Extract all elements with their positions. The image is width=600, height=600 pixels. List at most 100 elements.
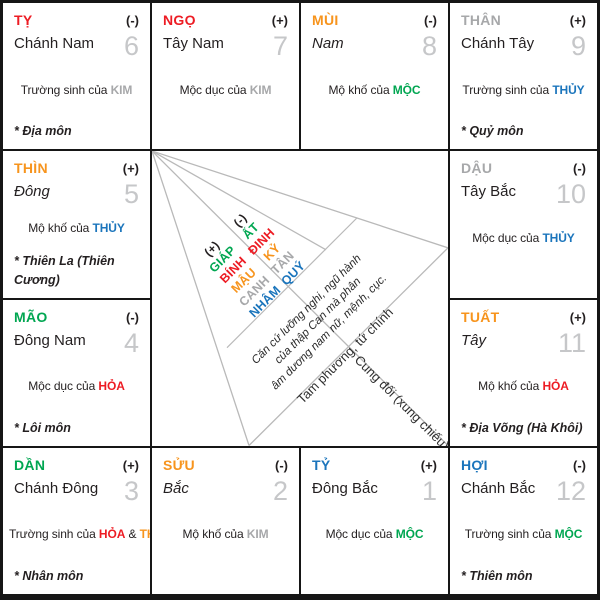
palace-header: NGỌ (+) <box>163 12 288 28</box>
stage-text: Mộc dục của <box>28 379 96 394</box>
line-to-suu <box>152 151 250 446</box>
palace-thin: THÌN (+) Đông 5 Mộ khố của THỦY * Thiên … <box>3 151 150 298</box>
gate-label: * Địa môn <box>14 124 72 139</box>
life-stage: Mộ khố của HỎA <box>456 379 591 393</box>
life-stage: Mộc dục của HỎA <box>9 379 144 393</box>
order-number: 2 <box>272 475 288 506</box>
element-name: HỎA <box>98 527 126 542</box>
direction-label: Chánh Tây <box>461 35 535 52</box>
gate-label: * Thiên La (Thiên Cương) <box>14 253 115 287</box>
palace-than: THÂN (+) Chánh Tây 9 Trường sinh của THỦ… <box>450 3 597 150</box>
line-triangle-base <box>248 247 448 446</box>
palace-ty: TỴ (-) Chánh Nam 6 Trường sinh của KIM *… <box>3 3 150 150</box>
palace-subheader: Chánh Đông 3 <box>14 475 139 506</box>
polarity-sign: (-) <box>424 13 437 28</box>
element-name: THỦY <box>552 82 585 97</box>
direction-label: Tây <box>461 331 487 349</box>
palace-subheader: Đông Nam 4 <box>14 327 139 358</box>
order-number: 11 <box>557 327 586 358</box>
branch-name: THÂN <box>461 12 502 28</box>
element-name-2: THỔ <box>139 527 150 542</box>
polarity-sign: (+) <box>420 457 437 473</box>
element-name: KIM <box>246 527 269 542</box>
stems-divider-line <box>226 217 358 349</box>
order-number: 1 <box>421 475 437 506</box>
branch-name: MÃO <box>14 308 48 325</box>
life-stage: Mộ khố của MỘC <box>307 83 442 97</box>
gate-label: * Địa Võng (Hà Khôi) <box>461 420 583 435</box>
palace-subheader: Chánh Bắc 12 <box>461 475 586 506</box>
life-stage: Mộc dục của MỘC <box>307 527 442 541</box>
life-stage: Mộc dục của THỦY <box>456 231 591 245</box>
branch-name: TỴ <box>14 12 33 28</box>
palace-header: TUẤT (+) <box>461 309 586 325</box>
stage-text: Trường sinh của <box>464 527 552 542</box>
direction-label: Tây Nam <box>163 35 224 52</box>
branch-name: DẬU <box>461 160 493 177</box>
direction-label: Đông Bắc <box>312 479 378 497</box>
direction-label: Đông <box>14 183 50 201</box>
polarity-sign: (-) <box>573 161 586 177</box>
palace-subheader: Tây 11 <box>461 327 586 358</box>
polarity-sign: (-) <box>573 457 586 473</box>
palace-header: SỬU (-) <box>163 457 288 473</box>
palace-subheader: Đông Bắc 1 <box>312 475 437 506</box>
palace-ngo: NGỌ (+) Tây Nam 7 Mộc dục của KIM <box>152 3 299 150</box>
order-number: 12 <box>555 475 586 506</box>
palace-ty-rat: TỶ (+) Đông Bắc 1 Mộc dục của MỘC <box>301 447 448 594</box>
life-stage: Trường sinh của KIM <box>9 83 144 97</box>
branch-name: SỬU <box>163 456 195 473</box>
life-stage: Mộc dục của KIM <box>158 83 293 97</box>
polarity-sign: (+) <box>569 13 586 28</box>
gate-label <box>312 567 437 586</box>
branch-name: NGỌ <box>163 12 196 28</box>
element-name: MỘC <box>554 527 583 542</box>
life-stage: Trường sinh của HỎA & THỔ <box>9 527 150 542</box>
branch-name: TỶ <box>312 456 331 473</box>
stage-text: Mộ khố của <box>182 527 244 542</box>
palace-subheader: Đông 5 <box>14 181 139 208</box>
element-name: HỎA <box>98 379 125 394</box>
palace-header: DẦN (+) <box>14 457 139 473</box>
palace-subheader: Bắc 2 <box>163 475 288 506</box>
palace-mui: MÙI (-) Nam 8 Mộ khố của MỘC <box>301 3 448 150</box>
branch-name: TUẤT <box>461 308 500 325</box>
polarity-sign: (-) <box>126 309 139 325</box>
palace-subheader: Nam 8 <box>312 31 437 61</box>
branch-name: THÌN <box>14 160 48 177</box>
palace-subheader: Chánh Nam 6 <box>14 33 139 60</box>
branch-name: DẦN <box>14 456 46 473</box>
palace-tuat: TUẤT (+) Tây 11 Mộ khố của HỎA * Địa Võn… <box>450 299 597 446</box>
gate-label <box>461 271 586 290</box>
palace-header: HỢI (-) <box>461 457 586 473</box>
order-number: 4 <box>123 327 139 358</box>
palace-subheader: Tây Bắc 10 <box>461 179 586 210</box>
stage-text: Mộc dục của <box>325 527 393 542</box>
gate-label: * Nhân môn <box>14 569 84 583</box>
line-fan-inner <box>152 151 327 251</box>
polarity-sign: (+) <box>122 457 139 473</box>
stage-text: Mộ khố của <box>478 379 540 394</box>
stage-text: Mộ khố của <box>328 82 390 97</box>
polarity-sign: (-) <box>126 13 139 28</box>
gate-label: * Lôi môn <box>14 420 71 435</box>
element-name: THỦY <box>542 230 575 245</box>
polarity-sign: (+) <box>569 309 586 325</box>
stage-text: Trường sinh của <box>20 82 108 97</box>
branch-name: MÙI <box>312 12 339 28</box>
palace-header: TỴ (-) <box>14 12 139 28</box>
order-number: 3 <box>123 475 139 506</box>
gate-label <box>312 122 437 141</box>
element-name: HỎA <box>542 379 569 394</box>
palace-subheader: Chánh Tây 9 <box>461 33 586 60</box>
palace-header: THÌN (+) <box>14 160 139 176</box>
direction-label: Chánh Đông <box>14 479 99 497</box>
order-number: 10 <box>555 179 586 210</box>
order-number: 8 <box>421 31 437 61</box>
palace-subheader: Tây Nam 7 <box>163 33 288 60</box>
gate-label <box>163 567 288 586</box>
element-name: KIM <box>110 82 133 97</box>
gate-label: * Quỷ môn <box>461 124 524 139</box>
element-joiner: & <box>128 527 137 542</box>
